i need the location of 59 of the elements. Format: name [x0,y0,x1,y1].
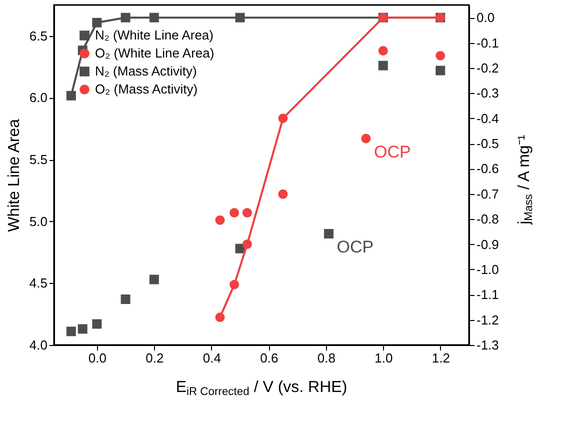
y2-tick-label: -1.3 [476,338,499,352]
y2-tick-label: -0.4 [476,110,499,126]
y2-axis-title: jMass / A mg⁻¹ [516,134,535,226]
point [78,324,88,334]
x-tick-label: 1.2 [432,350,450,366]
y-axis-title: White Line Area [6,118,23,232]
point [378,46,388,56]
legend-label: O₂ (Mass Activity) [95,82,198,96]
legend-label: N₂ (White Line Area) [95,28,214,42]
y2-tick-label: -0.9 [476,236,499,252]
point [66,90,76,100]
point [378,60,388,70]
point [436,50,446,60]
annotation: OCP [336,238,374,257]
annotation: OCP [374,142,411,162]
x-tick-label: 0.6 [260,350,278,366]
point [278,189,288,199]
point [149,274,159,284]
point [149,12,159,22]
y-tick-label: 5.5 [29,152,48,168]
y-tick-label: 4.5 [29,276,48,291]
point [66,326,76,336]
y-tick-label: 4.0 [29,338,48,352]
y2-tick-label: -1.1 [476,287,499,302]
legend-label: O₂ (White Line Area) [95,46,214,60]
x-tick-label: 0.4 [202,350,221,366]
x-tick-label: 1.0 [374,350,393,366]
x-tick-label: 0.2 [146,350,164,366]
point [242,208,252,218]
point [436,66,446,76]
point [120,12,130,22]
x-tick-label: 0.8 [317,350,336,366]
y2-tick-label: -0.5 [476,136,499,152]
point [242,240,252,249]
point [324,228,334,238]
point [215,215,225,225]
y2-tick-label: 0.0 [476,10,495,26]
y-tick-label: 6.0 [29,90,48,106]
y-tick-label: 5.0 [29,214,48,229]
point [235,12,245,22]
point [361,134,371,144]
point [120,294,130,304]
y2-tick-label: -0.6 [476,161,499,176]
y2-tick-label: -1.0 [476,262,499,277]
y2-tick-label: -1.2 [476,312,499,328]
y-tick-label: 6.5 [29,28,48,44]
point [92,18,102,28]
y2-tick-label: -0.2 [476,60,499,76]
y2-tick-label: -0.8 [476,212,499,227]
y2-tick-label: -0.1 [476,35,499,50]
point [230,280,240,290]
legend-label: N₂ (Mass Activity) [95,64,197,78]
y2-tick-label: -0.7 [476,186,499,202]
point [278,114,288,124]
point [215,312,225,322]
point [92,319,102,329]
y2-tick-label: -0.3 [476,86,499,101]
x-tick-label: 0.0 [88,350,106,366]
point [230,208,240,218]
